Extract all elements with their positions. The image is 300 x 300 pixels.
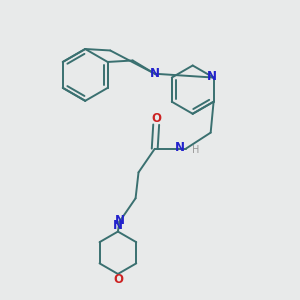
Text: H: H	[192, 145, 200, 155]
Text: N: N	[114, 214, 124, 227]
Text: N: N	[113, 219, 123, 232]
Text: O: O	[151, 112, 161, 125]
Text: N: N	[207, 70, 217, 83]
Text: N: N	[175, 141, 185, 154]
Text: O: O	[113, 273, 123, 286]
Text: N: N	[150, 67, 160, 80]
